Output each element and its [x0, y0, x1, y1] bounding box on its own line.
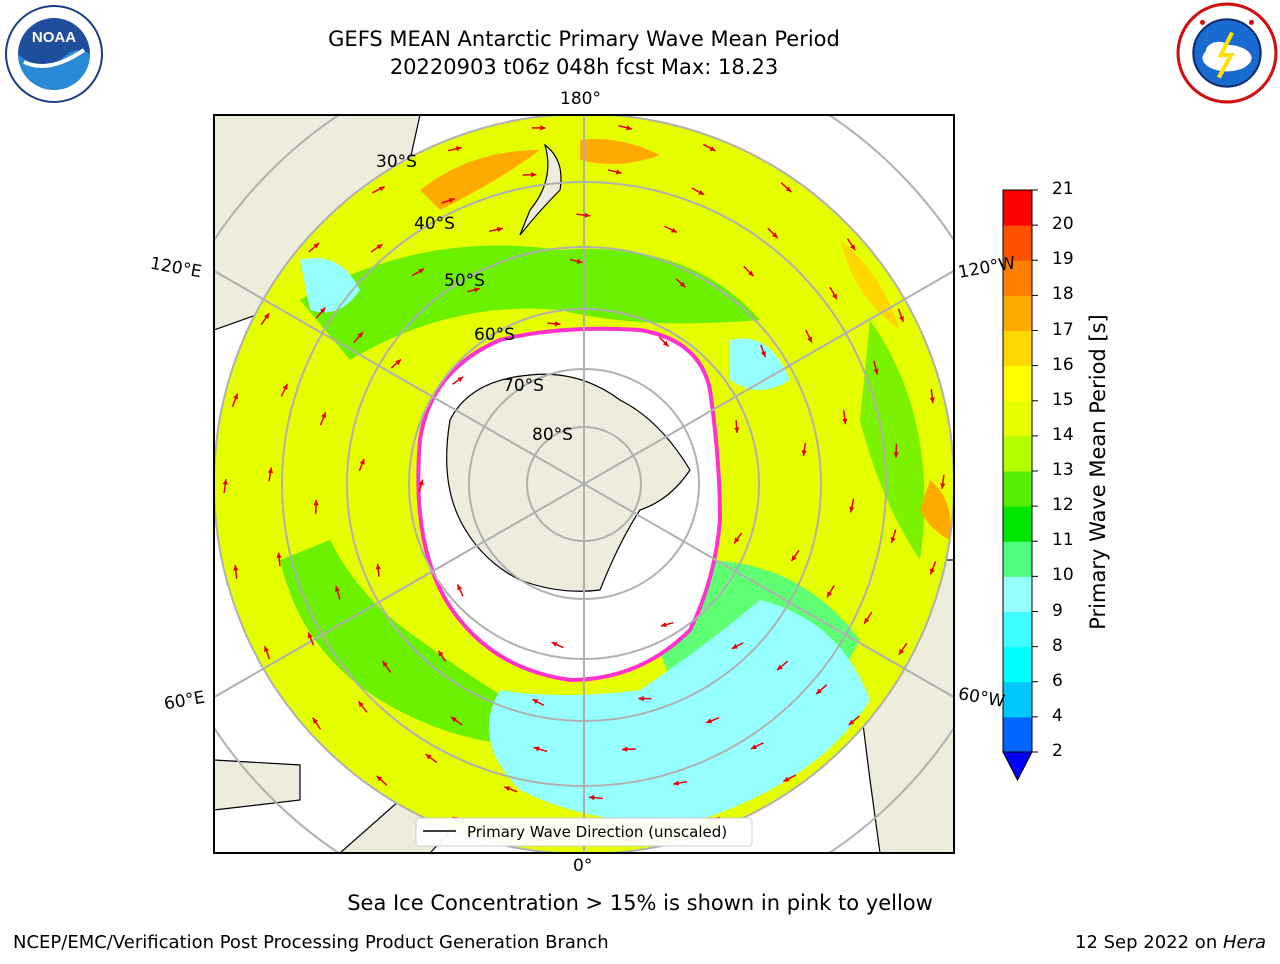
colorbar-swatch	[1003, 401, 1032, 437]
colorbar-tick-label: 21	[1052, 179, 1074, 199]
colorbar-tick-label: 17	[1052, 320, 1074, 340]
colorbar	[1003, 190, 1038, 780]
footer-host: Hera	[1223, 932, 1266, 953]
colorbar-tick-label: 9	[1052, 601, 1063, 621]
colorbar-tick-label: 12	[1052, 495, 1074, 515]
colorbar-tick-label: 6	[1052, 671, 1063, 691]
colorbar-swatch	[1003, 190, 1032, 226]
colorbar-tick-label: 15	[1052, 390, 1074, 410]
colorbar-swatch	[1003, 717, 1032, 753]
colorbar-label: Primary Wave Mean Period [s]	[1086, 314, 1110, 630]
colorbar-tick-label: 11	[1052, 530, 1074, 550]
footer-credit: NCEP/EMC/Verification Post Processing Pr…	[13, 932, 609, 953]
colorbar-tick-label: 8	[1052, 636, 1063, 656]
caption: Sea Ice Concentration > 15% is shown in …	[347, 891, 933, 915]
lon-label-bottom: 0°	[573, 856, 592, 876]
colorbar-swatch	[1003, 471, 1032, 507]
colorbar-swatch	[1003, 295, 1032, 331]
lat-label-80s: 80°S	[532, 425, 573, 445]
lat-label-40s: 40°S	[414, 214, 455, 234]
colorbar-tick-label: 10	[1052, 565, 1074, 585]
colorbar-under-arrow	[1003, 752, 1032, 780]
colorbar-tick-label: 16	[1052, 355, 1074, 375]
colorbar-swatch	[1003, 682, 1032, 718]
colorbar-swatch	[1003, 436, 1032, 472]
lat-label-70s: 70°S	[503, 376, 544, 396]
colorbar-swatch	[1003, 366, 1032, 402]
colorbar-swatch	[1003, 612, 1032, 648]
colorbar-tick-label: 4	[1052, 706, 1063, 726]
footer-date: 12 Sep 2022 on Hera	[1075, 932, 1266, 953]
colorbar-tick-label: 19	[1052, 249, 1074, 269]
colorbar-tick-label: 2	[1052, 741, 1063, 761]
colorbar-swatch	[1003, 506, 1032, 542]
legend-label: Primary Wave Direction (unscaled)	[467, 823, 727, 841]
lat-label-50s: 50°S	[444, 271, 485, 291]
footer-date-text: 12 Sep 2022 on	[1075, 932, 1223, 953]
colorbar-tick-label: 14	[1052, 425, 1074, 445]
colorbar-swatch	[1003, 541, 1032, 577]
lon-label-top: 180°	[560, 89, 601, 109]
colorbar-tick-label: 13	[1052, 460, 1074, 480]
colorbar-swatch	[1003, 331, 1032, 367]
lat-label-60s: 60°S	[474, 325, 515, 345]
colorbar-tick-label: 20	[1052, 214, 1074, 234]
colorbar-swatch	[1003, 647, 1032, 683]
map-legend: Primary Wave Direction (unscaled)	[416, 818, 752, 846]
lat-label-30s: 30°S	[376, 152, 417, 172]
colorbar-tick-label: 18	[1052, 284, 1074, 304]
colorbar-swatch	[1003, 576, 1032, 612]
